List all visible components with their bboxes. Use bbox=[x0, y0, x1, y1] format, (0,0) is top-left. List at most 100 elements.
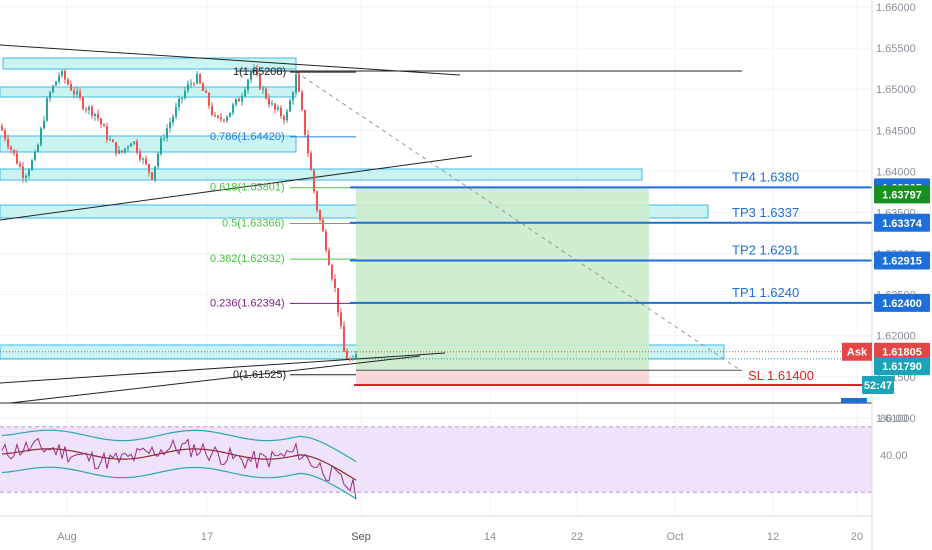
candle-body bbox=[190, 83, 192, 85]
time-cursor-label: Sep bbox=[351, 531, 371, 543]
candle-body bbox=[229, 112, 231, 117]
trendline bbox=[0, 155, 473, 221]
candle-body bbox=[151, 172, 153, 180]
time-tick-label: 20 bbox=[851, 531, 863, 543]
candle-body bbox=[22, 166, 24, 178]
price-badge bbox=[874, 185, 930, 204]
ask-badge bbox=[842, 342, 872, 361]
candle-body bbox=[88, 106, 90, 110]
candle-body bbox=[325, 231, 327, 251]
price-badge bbox=[874, 213, 930, 232]
candle-body bbox=[7, 138, 9, 147]
time-axis: Aug17Sep1422Oct1220Sep bbox=[57, 524, 863, 544]
price-badge-label: 1.63797 bbox=[882, 189, 922, 201]
profit-zone bbox=[356, 187, 649, 371]
price-tick-label: 1.64500 bbox=[876, 125, 916, 137]
candle-body bbox=[202, 83, 204, 91]
candle-body bbox=[322, 219, 324, 232]
fib-level-label: 0.786(1.64420) bbox=[210, 131, 285, 143]
candle-body bbox=[265, 88, 267, 99]
candle-body bbox=[283, 116, 285, 121]
candle-body bbox=[166, 128, 168, 139]
candle-body bbox=[82, 97, 84, 109]
time-tick-label: Oct bbox=[666, 531, 683, 543]
fib-level-label: 0.236(1.62394) bbox=[210, 297, 285, 309]
trendlines bbox=[0, 44, 742, 404]
fib-level-label: 0.618(1.63801) bbox=[210, 182, 285, 194]
price-badge-label: 52:47 bbox=[864, 380, 892, 392]
candle-body bbox=[28, 169, 30, 176]
candle-body bbox=[127, 146, 129, 149]
candle-body bbox=[289, 100, 291, 112]
candle-body bbox=[256, 68, 258, 75]
candle-body bbox=[52, 85, 54, 93]
loss-zone bbox=[356, 370, 649, 386]
candle-body bbox=[118, 150, 120, 154]
candle-body bbox=[85, 108, 87, 110]
take-profit-label: TP1 1.6240 bbox=[732, 285, 799, 300]
candle-body bbox=[271, 103, 273, 105]
candle-body bbox=[139, 152, 141, 160]
scroll-handle[interactable] bbox=[841, 398, 867, 403]
candle-body bbox=[1, 126, 3, 131]
candle-body bbox=[10, 146, 12, 150]
candle-body bbox=[124, 148, 126, 153]
candle-body bbox=[196, 74, 198, 84]
trendline bbox=[9, 355, 421, 404]
candle-body bbox=[319, 210, 321, 220]
supply-demand-zone bbox=[0, 86, 297, 98]
candle-body bbox=[334, 278, 336, 289]
fibonacci-retracement: 1(1.65208) 0.786(1.64420) 0.618(1.63801) 0.… bbox=[210, 66, 356, 381]
candle-body bbox=[100, 118, 102, 125]
time-tick-label: 17 bbox=[201, 531, 213, 543]
candle-body bbox=[343, 325, 345, 352]
candle-body bbox=[67, 79, 69, 85]
ask-badge-label: Ask bbox=[847, 347, 868, 359]
candle-body bbox=[184, 90, 186, 98]
candle-body bbox=[193, 83, 195, 85]
candle-body bbox=[97, 113, 99, 119]
price-badge bbox=[862, 376, 894, 395]
candle-body bbox=[355, 354, 357, 359]
candle-body bbox=[154, 166, 156, 180]
candle-body bbox=[268, 98, 270, 105]
price-badge bbox=[874, 342, 930, 361]
take-profit-label: TP3 1.6337 bbox=[732, 205, 799, 220]
candle-body bbox=[220, 117, 222, 120]
candle-body bbox=[307, 134, 309, 154]
candle-body bbox=[112, 139, 114, 143]
candle-body bbox=[121, 150, 123, 153]
candle-body bbox=[61, 70, 63, 76]
candle-body bbox=[109, 139, 111, 141]
candle-body bbox=[181, 97, 183, 99]
candle-body bbox=[106, 126, 108, 140]
candle-body bbox=[55, 81, 57, 86]
candle-body bbox=[178, 98, 180, 107]
candle-body bbox=[232, 104, 234, 113]
candle-body bbox=[103, 124, 105, 127]
rsi-axis: 80.00 40.00 bbox=[880, 413, 908, 462]
candle-body bbox=[91, 106, 93, 116]
candle-body bbox=[292, 92, 294, 101]
rsi-upper-band bbox=[1, 429, 357, 463]
candle-body bbox=[253, 68, 255, 72]
candle-body bbox=[238, 98, 240, 102]
candle-body bbox=[310, 153, 312, 171]
candle-body bbox=[25, 175, 27, 178]
price-tick-label: 1.64000 bbox=[876, 166, 916, 178]
candle-body bbox=[214, 114, 216, 116]
candle-body bbox=[316, 191, 318, 211]
price-tick-label: 1.61000 bbox=[876, 413, 916, 425]
rsi-line bbox=[1, 437, 357, 500]
candle-body bbox=[340, 312, 342, 326]
price-badges: 1.638051.637971.633741.629151.624001.618… bbox=[842, 178, 930, 395]
fib-level-label: 1(1.65208) bbox=[233, 66, 286, 78]
rsi-lower-band bbox=[1, 466, 357, 500]
candle-body bbox=[49, 92, 51, 99]
take-profit-lines: TP4 1.6380 TP3 1.6337 TP2 1.6291 TP1 1.6240… bbox=[350, 169, 872, 387]
candle-body bbox=[136, 141, 138, 153]
candle-body bbox=[244, 90, 246, 97]
candle-body bbox=[142, 158, 144, 160]
price-badge-label: 1.62400 bbox=[882, 298, 922, 310]
